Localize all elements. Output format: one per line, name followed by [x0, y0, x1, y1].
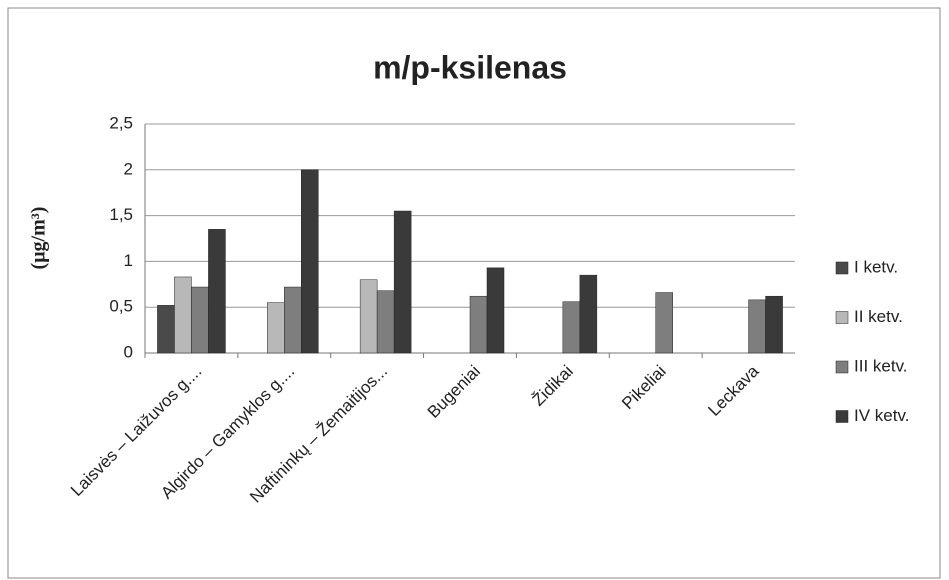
chart-frame — [7, 7, 941, 579]
bar — [284, 286, 302, 354]
bar — [393, 210, 412, 354]
legend-label: II ketv. — [854, 307, 903, 326]
bar — [655, 292, 673, 354]
legend-swatch — [835, 311, 849, 324]
chart-title: m/p-ksilenas — [373, 49, 567, 85]
y-tick-label: 2,5 — [109, 113, 133, 132]
legend-label: IV ketv. — [854, 406, 909, 425]
bar — [267, 302, 285, 354]
bar — [208, 229, 226, 354]
bar — [748, 299, 766, 354]
legend-swatch — [835, 410, 849, 423]
bar — [191, 286, 209, 354]
bar — [486, 267, 505, 354]
bar — [469, 295, 488, 354]
bar — [579, 274, 598, 354]
bar — [157, 305, 175, 354]
y-tick-label: 0,5 — [109, 297, 133, 316]
y-tick-label: 1,5 — [109, 205, 133, 224]
bar — [174, 276, 192, 354]
bar — [562, 301, 581, 354]
bar — [301, 169, 319, 354]
legend-label: I ketv. — [854, 257, 898, 276]
y-tick-label: 1 — [124, 251, 133, 270]
bar — [765, 295, 783, 354]
bar — [376, 290, 395, 354]
legend-swatch — [835, 261, 849, 275]
y-tick-label: 0 — [124, 342, 133, 361]
legend-label: III ketv. — [854, 356, 908, 375]
legend-swatch — [835, 360, 849, 374]
y-axis-label: (μg/m³) — [28, 207, 50, 270]
y-tick-label: 2 — [124, 159, 133, 178]
bar — [359, 279, 378, 354]
